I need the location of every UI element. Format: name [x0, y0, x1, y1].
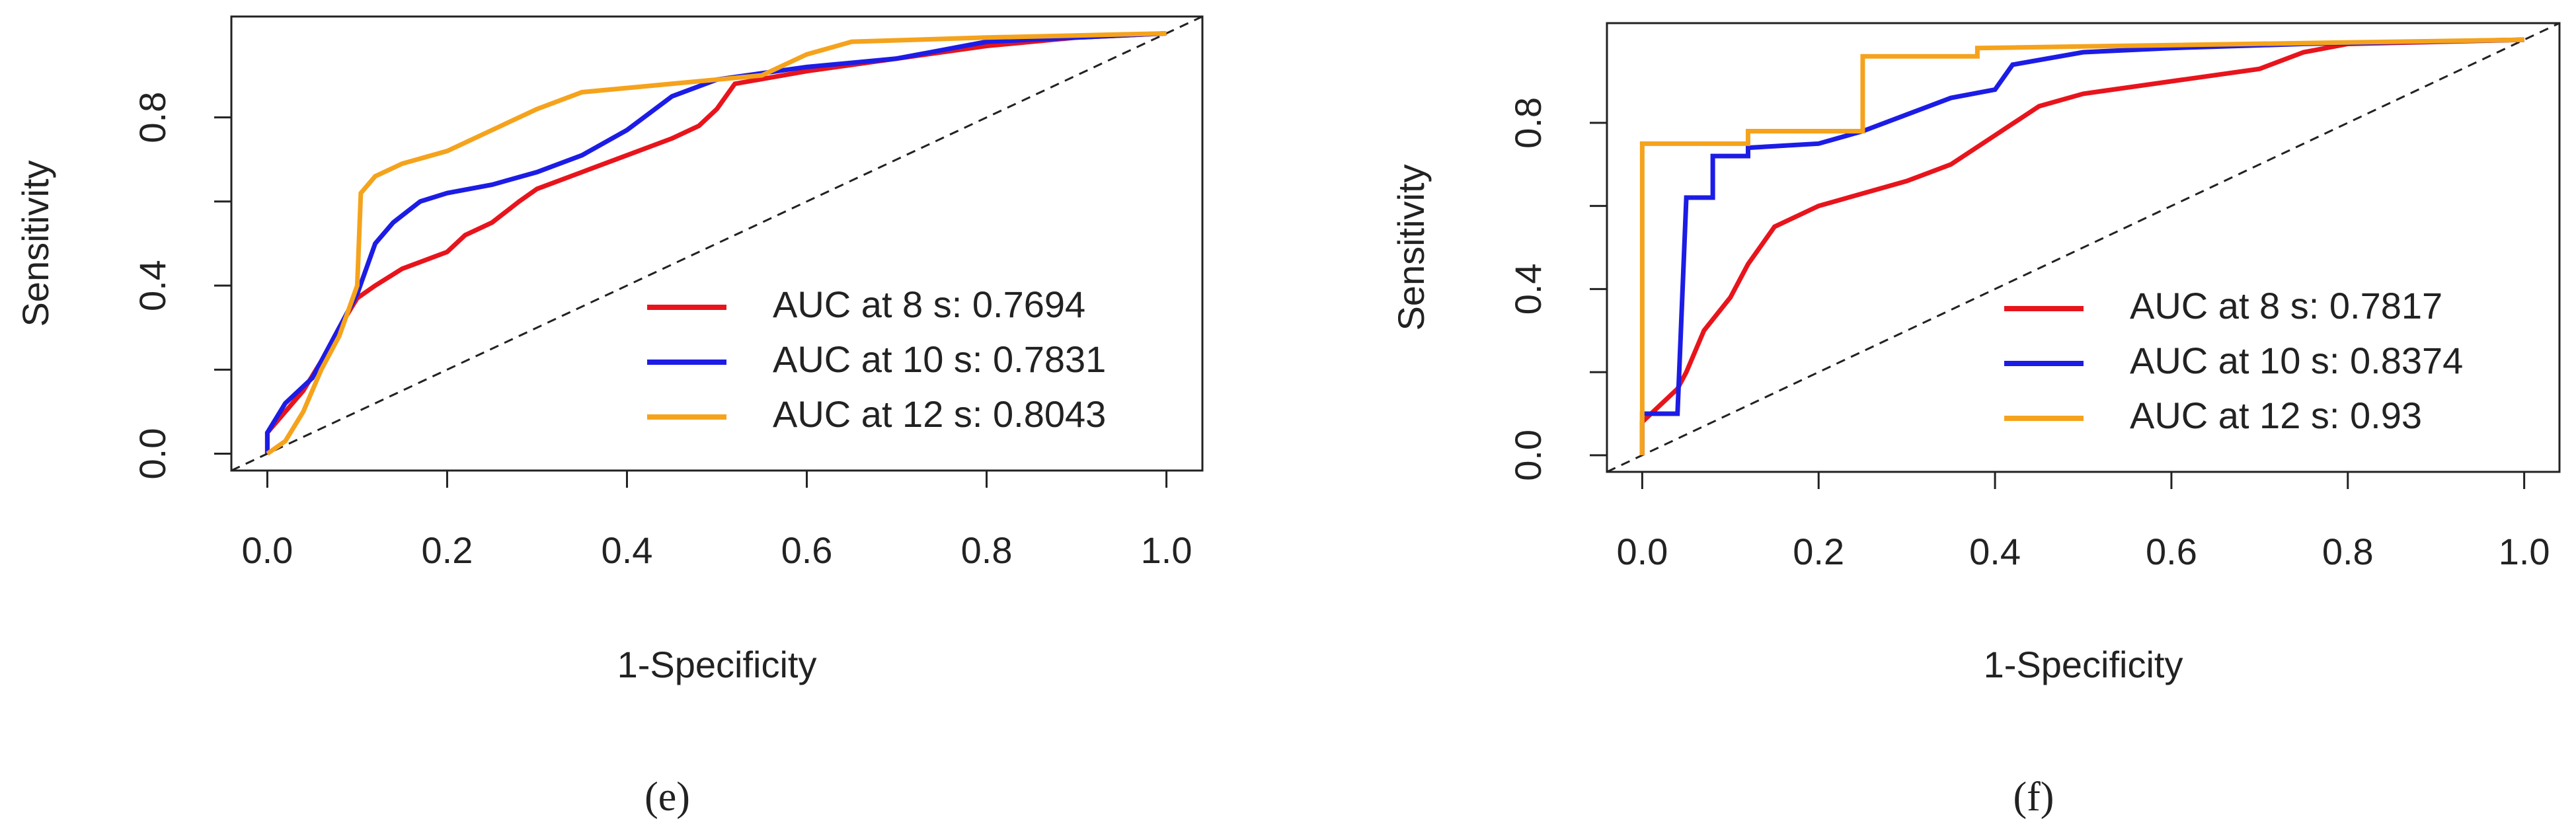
x-tick-label: 0.2: [422, 529, 473, 571]
diagonal-reference: [1607, 23, 2559, 472]
legend-label: AUC at 12 s: 0.93: [2130, 395, 2422, 436]
panel-label: (f): [2013, 775, 2054, 819]
y-tick-label: 0.0: [132, 428, 173, 480]
x-tick-label: 0.8: [961, 529, 1013, 571]
x-tick-label: 0.8: [2322, 531, 2374, 572]
y-tick-label: 0.4: [1507, 263, 1549, 315]
x-tick-label: 0.6: [2146, 531, 2197, 572]
legend-label: AUC at 12 s: 0.8043: [773, 393, 1106, 435]
x-tick-label: 0.0: [241, 529, 293, 571]
x-tick-label: 1.0: [1141, 529, 1192, 571]
y-tick-label: 0.4: [132, 260, 173, 311]
legend-label: AUC at 8 s: 0.7817: [2130, 285, 2442, 326]
legend-label: AUC at 8 s: 0.7694: [773, 284, 1085, 325]
x-tick-label: 0.4: [1969, 531, 2021, 572]
x-tick-label: 1.0: [2499, 531, 2550, 572]
roc-curve: [1639, 37, 2524, 455]
legend-label: AUC at 10 s: 0.7831: [773, 338, 1106, 380]
roc-curve: [266, 30, 1167, 456]
x-tick-label: 0.2: [1793, 531, 1844, 572]
chart: AUC at 8 s: 0.7817 AUC at 10 s: 0.8374 AUC…: [1390, 22, 2561, 819]
roc-curve: [264, 30, 1167, 454]
y-tick-label: 0.0: [1507, 430, 1549, 481]
diagonal-reference: [231, 17, 1202, 471]
x-axis-label: 1-Specificity: [1984, 644, 2183, 685]
x-tick-label: 0.4: [602, 529, 653, 571]
y-tick-label: 0.8: [1507, 97, 1549, 149]
legend-label: AUC at 10 s: 0.8374: [2130, 340, 2463, 381]
panel-label: (e): [644, 775, 690, 819]
x-axis-label: 1-Specificity: [617, 644, 817, 685]
y-axis-label: Sensitivity: [1390, 164, 1432, 330]
x-tick-label: 0.6: [781, 529, 833, 571]
x-tick-label: 0.0: [1616, 531, 1668, 572]
roc-curve: [1639, 37, 2524, 455]
chart: AUC at 8 s: 0.7694 AUC at 10 s: 0.7831 AUC…: [15, 15, 1204, 819]
y-tick-label: 0.8: [132, 92, 173, 143]
y-axis-label: Sensitivity: [15, 160, 56, 326]
